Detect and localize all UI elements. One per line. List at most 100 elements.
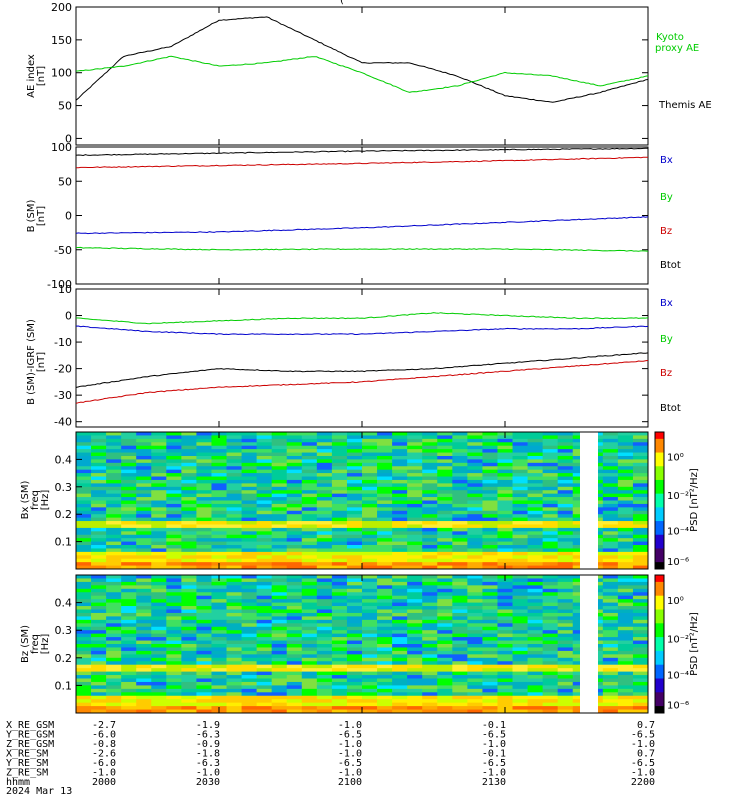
spec1-cell — [166, 486, 182, 491]
spec1-colorbar-cell — [655, 441, 664, 444]
spec1-cell — [316, 551, 333, 556]
spec1-colorbar-cell — [655, 450, 664, 454]
spec1-cell — [602, 562, 619, 566]
spec1-cell — [241, 452, 258, 457]
bigrf-ytick-label: -10 — [54, 336, 72, 349]
spec2-cell — [602, 678, 619, 683]
spec2-cell — [151, 695, 167, 700]
spec1-cell — [602, 507, 619, 512]
spec2-cell — [346, 640, 363, 645]
spec2-cell — [286, 657, 303, 662]
spec1-cell — [181, 438, 197, 443]
spec2-cell — [422, 578, 438, 583]
spec1-cell — [557, 527, 574, 532]
spec2-cell — [241, 681, 258, 686]
spec2-cell — [181, 585, 197, 590]
spec1-cell — [512, 438, 528, 443]
spec2-cell — [527, 661, 544, 666]
spec2-cell — [422, 592, 438, 597]
spec2-cell — [226, 647, 242, 652]
spec2-cell — [512, 671, 528, 676]
spec2-cell — [452, 688, 468, 693]
spec1-cell — [557, 514, 574, 519]
spec1-cell — [407, 517, 423, 522]
spec1-cell — [166, 473, 182, 477]
spec1-cell — [91, 545, 107, 549]
spec2-cell — [452, 637, 468, 641]
spec1-colorbar-label: PSD [nT²/Hz] — [689, 468, 700, 532]
spec2-cell — [422, 654, 438, 659]
spec1-cell — [181, 524, 197, 529]
spec1-cell — [467, 469, 483, 474]
spec1-cell — [362, 551, 378, 556]
spec1-cell — [106, 455, 122, 460]
spec1-cell — [151, 473, 167, 477]
spec2-cell — [226, 595, 242, 600]
spec1-cell — [331, 497, 348, 501]
spec2-colorbar-cell — [655, 671, 664, 675]
bigrf-series-bx — [75, 325, 649, 336]
spec2-cell — [557, 619, 574, 624]
spec1-cell — [301, 483, 318, 488]
spec1-cell — [542, 473, 559, 477]
spec1-cell — [362, 435, 378, 440]
spec1-cell — [136, 455, 152, 460]
spec1-cell — [437, 538, 453, 542]
spec1-cell — [91, 483, 107, 488]
spec2-cell — [181, 668, 197, 672]
spec1-cell — [527, 486, 544, 491]
spec1-cell — [497, 524, 513, 529]
spec2-cell — [392, 602, 408, 607]
spec1-cell — [226, 435, 242, 440]
spec1-cell — [226, 486, 242, 491]
spec1-cell — [196, 507, 212, 512]
spec1-cell — [392, 531, 408, 536]
spec1-cell — [527, 479, 544, 484]
spec2-cell — [482, 664, 498, 669]
spec1-cell — [617, 486, 634, 491]
spec2-cell — [166, 609, 182, 614]
spec1-cell — [346, 486, 363, 491]
spec1-cell — [256, 507, 273, 512]
spec1-cell — [241, 514, 258, 519]
spec2-cell — [557, 637, 574, 641]
spec2-cell — [181, 706, 197, 710]
spec1-cell — [346, 562, 363, 566]
spec1-cell — [136, 514, 152, 519]
spec2-cell — [362, 585, 378, 590]
spec1-cell — [542, 503, 559, 508]
spec1-cell — [632, 442, 649, 447]
spec2-cell — [362, 595, 378, 600]
spec1-cell — [256, 548, 273, 553]
spec2-colorbar-cell — [655, 591, 664, 594]
spec2-colorbar-cell — [655, 669, 664, 673]
spec2-cell — [527, 681, 544, 686]
ephemeris-value: -1.0 — [482, 768, 506, 779]
spec1-cell — [346, 507, 363, 512]
spec1-cell — [331, 452, 348, 457]
spec2-cell — [256, 592, 273, 597]
spec1-cell — [271, 435, 288, 440]
spec2-cell — [241, 671, 258, 676]
spec1-cell — [407, 510, 423, 515]
spec1-cell — [452, 493, 468, 498]
spec2-cell — [196, 578, 212, 583]
spec1-cell — [422, 435, 438, 440]
spec1-cell — [151, 497, 167, 501]
spec2-cell — [362, 657, 378, 662]
spec2-cell — [136, 599, 152, 603]
spec2-heatmap — [76, 575, 649, 714]
spec2-cell — [422, 668, 438, 672]
spec1-cell — [256, 452, 273, 457]
spec1-cell — [467, 455, 483, 460]
spec2-cell — [377, 592, 393, 597]
spec2-cell — [602, 599, 619, 603]
spec2-cell — [136, 671, 152, 676]
spec1-cell — [271, 510, 288, 515]
spec2-cell — [542, 650, 559, 655]
spec2-cell — [136, 699, 152, 704]
spec1-cell — [241, 565, 258, 570]
spec1-cell — [256, 469, 273, 474]
spec2-cell — [407, 692, 423, 697]
spec2-cell — [346, 647, 363, 652]
